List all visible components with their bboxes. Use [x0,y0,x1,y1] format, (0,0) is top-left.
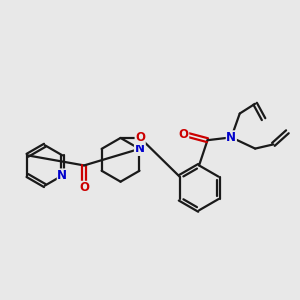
Text: O: O [135,131,145,144]
Text: N: N [57,169,67,182]
Text: O: O [179,128,189,141]
Text: O: O [79,182,89,194]
Text: N: N [226,131,236,144]
Text: N: N [134,142,145,155]
